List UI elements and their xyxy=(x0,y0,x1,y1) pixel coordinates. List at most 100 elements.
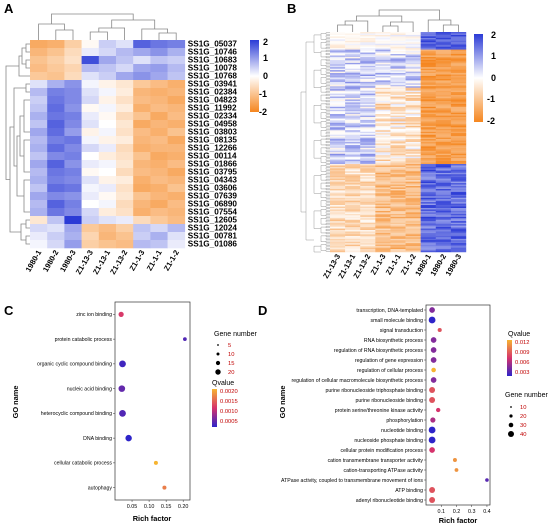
heatmap-b-cell xyxy=(405,98,421,100)
heatmap-b-cell xyxy=(435,190,452,193)
heatmap-b-cell xyxy=(390,165,406,168)
heatmap-a-cell xyxy=(150,240,168,249)
heatmap-b-cell xyxy=(330,40,346,43)
heatmap-a-cell xyxy=(133,128,151,137)
heatmap-a-cell xyxy=(98,176,117,185)
heatmap-b-cell xyxy=(330,246,346,248)
heatmap-b-cell xyxy=(330,134,346,137)
heatmap-b-cell xyxy=(360,43,376,46)
heatmap-b-cell xyxy=(345,43,361,46)
go-term-label: heterocyclic compound binding xyxy=(41,411,112,417)
heatmap-b-cell xyxy=(330,203,346,206)
heatmap-b-cell xyxy=(345,249,361,251)
heatmap-b-cell xyxy=(345,180,361,182)
heatmap-b-cell xyxy=(360,152,376,154)
colorbar-b-min: -2 xyxy=(487,116,495,126)
heatmap-b-cell xyxy=(345,235,361,238)
heatmap-b-cell xyxy=(450,136,467,138)
heatmap-b-cell xyxy=(345,212,361,215)
heatmap-a-cell xyxy=(81,168,100,177)
heatmap-b-cell xyxy=(435,74,452,77)
heatmap-b-cell xyxy=(405,76,421,78)
heatmap-b-cell xyxy=(345,114,361,116)
heatmap-b-cell xyxy=(390,155,406,157)
heatmap-b-cell xyxy=(405,64,421,66)
heatmap-a-cell xyxy=(116,64,134,73)
heatmap-b-cell xyxy=(420,137,436,140)
heatmap-a-cell xyxy=(133,224,151,233)
heatmap-a-cell xyxy=(150,136,168,145)
heatmap-a-cell xyxy=(47,224,65,233)
heatmap-b-cell xyxy=(390,221,406,223)
heatmap-b-cell xyxy=(420,120,436,122)
heatmap-b-cell xyxy=(450,244,467,247)
heatmap-b-cell xyxy=(450,221,467,223)
heatmap-b-cell xyxy=(345,96,361,99)
heatmap-b-cell xyxy=(375,90,391,93)
heatmap-a-cell xyxy=(64,136,82,145)
heatmap-b-cell xyxy=(390,105,406,108)
heatmap-a-cell xyxy=(150,80,168,89)
heatmap-b-cell xyxy=(360,244,376,247)
heatmap-b-cell xyxy=(450,99,467,102)
heatmap-b-cell xyxy=(390,208,406,210)
heatmap-a-cell xyxy=(98,184,117,193)
heatmap-b-cell xyxy=(360,241,376,244)
heatmap-b-cell xyxy=(405,90,421,93)
heatmap-b-cell xyxy=(420,169,436,172)
heatmap-a-cell xyxy=(116,40,134,49)
heatmap-b-cell xyxy=(360,184,376,187)
heatmap-b-cell xyxy=(450,199,467,201)
heatmap-a-cell xyxy=(116,152,134,161)
heatmap-b-cell xyxy=(330,193,346,196)
heatmap-b-cell xyxy=(405,73,421,75)
heatmap-b-cell xyxy=(420,92,436,94)
heatmap-b-cell xyxy=(390,124,406,127)
qvalue-tick-label: 0.0015 xyxy=(220,399,238,405)
heatmap-b-cell xyxy=(330,147,346,150)
heatmap-b-cell xyxy=(390,32,406,34)
heatmap-a-cell xyxy=(116,88,134,97)
heatmap-b-cell xyxy=(450,115,467,118)
heatmap-b-cell xyxy=(345,165,361,168)
heatmap-b-cell xyxy=(390,58,406,61)
heatmap-b-cell xyxy=(330,121,346,124)
heatmap-b-cell xyxy=(360,142,376,144)
heatmap-b-cell xyxy=(435,122,452,125)
heatmap-b-cell xyxy=(390,120,406,122)
heatmap-b-cell xyxy=(330,149,346,152)
heatmap-b-cell xyxy=(450,219,467,222)
heatmap-a-cell xyxy=(133,184,151,193)
heatmap-b-cell xyxy=(345,166,361,169)
heatmap-b-cell xyxy=(375,118,391,121)
heatmap-b-cell xyxy=(360,200,376,203)
heatmap-b-cell xyxy=(390,169,406,172)
heatmap-b-cell xyxy=(390,200,406,203)
heatmap-b-cell xyxy=(450,209,467,212)
heatmap-a-cell xyxy=(81,160,100,169)
heatmap-b-cell xyxy=(405,102,421,105)
heatmap-b-cell xyxy=(330,96,346,99)
heatmap-b-cell xyxy=(435,109,452,112)
size-legend-dot xyxy=(216,352,220,356)
heatmap-a-cell xyxy=(98,240,117,249)
heatmap-a-cell xyxy=(81,56,100,65)
heatmap-b-cell xyxy=(450,206,467,209)
heatmap-b-cell xyxy=(435,244,452,247)
heatmap-b-cell xyxy=(375,54,391,56)
heatmap-b-cell xyxy=(390,56,406,59)
heatmap-b-cell xyxy=(435,215,452,218)
heatmap-b-cell xyxy=(435,231,452,234)
heatmap-a-cell xyxy=(150,168,168,177)
heatmap-b-cell xyxy=(330,161,346,163)
heatmap-b-cell xyxy=(375,142,391,144)
heatmap-b-cell xyxy=(420,111,436,113)
heatmap-b-cell xyxy=(420,131,436,134)
heatmap-b-cell xyxy=(405,161,421,163)
heatmap-b-cell xyxy=(405,215,421,218)
heatmap-b-cell xyxy=(420,95,436,97)
heatmap-b-cell xyxy=(360,115,376,118)
heatmap-b-cell xyxy=(375,80,391,83)
heatmap-b-cell xyxy=(375,127,391,130)
heatmap-b-cell xyxy=(330,219,346,222)
